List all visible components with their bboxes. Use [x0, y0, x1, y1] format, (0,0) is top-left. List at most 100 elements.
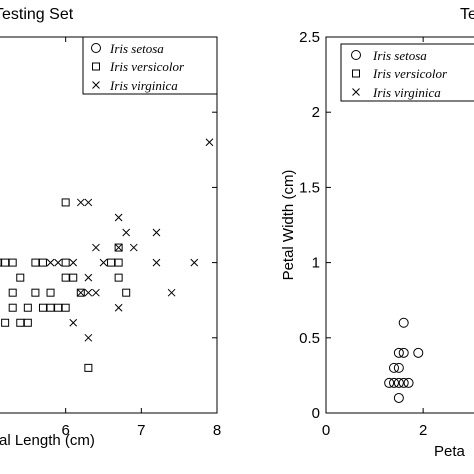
square-marker — [8, 258, 17, 267]
right-scatter-panel: Te 0 2 0 0.5 1 1.5 2 2.5 Iris setosa Iris versi… — [280, 6, 474, 460]
x-marker — [46, 258, 55, 267]
x-marker — [54, 258, 62, 267]
y-tick-label: 2.5 — [299, 29, 320, 46]
circle-marker — [398, 377, 409, 388]
right-axis-ticks: 0 2 0 0.5 1 1.5 2 2.5 — [299, 29, 427, 439]
x-marker — [84, 198, 93, 207]
x-marker — [205, 138, 214, 147]
left-chart-title: Testing Set — [0, 6, 74, 23]
square-marker — [54, 303, 63, 312]
square-marker — [46, 288, 55, 297]
square-marker — [38, 303, 47, 312]
circle-marker — [413, 347, 424, 358]
right-plot-frame — [325, 36, 474, 414]
legend-x-marker — [352, 88, 360, 96]
legend-square-marker — [92, 62, 100, 71]
square-marker — [61, 258, 70, 267]
x-marker — [84, 333, 93, 342]
legend-circle-marker — [351, 50, 361, 60]
square-marker — [61, 303, 70, 312]
x-marker — [114, 303, 123, 312]
square-marker — [84, 363, 93, 372]
left-x-ticks: 6 7 8 — [61, 37, 221, 439]
x-tick-label: 7 — [137, 422, 145, 439]
circle-marker — [398, 317, 409, 328]
x-marker — [152, 258, 161, 267]
x-marker — [84, 273, 93, 282]
x-marker — [76, 198, 85, 207]
legend-circle-marker — [91, 43, 101, 53]
y-tick-label: 1 — [312, 255, 320, 272]
square-marker — [16, 273, 25, 282]
square-marker — [114, 243, 123, 252]
x-marker — [84, 288, 93, 297]
x-marker — [114, 243, 123, 252]
x-marker — [99, 258, 108, 267]
circle-marker — [393, 347, 404, 358]
x-marker — [167, 288, 176, 297]
right-data-marks — [384, 317, 424, 403]
square-marker — [46, 303, 55, 312]
square-marker — [107, 258, 116, 267]
x-marker — [92, 243, 100, 252]
square-marker — [61, 198, 70, 207]
circle-marker — [384, 377, 395, 388]
right-legend-box — [340, 43, 474, 102]
circle-marker — [393, 392, 404, 403]
x-marker — [114, 213, 123, 222]
square-marker — [122, 288, 131, 297]
square-marker — [1, 318, 10, 327]
x-marker — [69, 258, 78, 267]
square-marker — [8, 303, 17, 312]
square-marker — [114, 273, 123, 282]
right-legend-versicolor: Iris versicolor — [372, 66, 448, 81]
x-marker — [190, 258, 199, 267]
y-tick-label: 0.5 — [299, 330, 320, 347]
square-marker — [23, 318, 32, 327]
x-marker — [92, 288, 100, 297]
circle-marker — [389, 377, 399, 388]
square-marker — [61, 273, 70, 282]
square-marker — [1, 258, 10, 267]
left-legend-box — [82, 36, 218, 95]
legend-x-marker — [92, 81, 100, 89]
left-x-axis-label: al Length (cm) — [0, 432, 95, 449]
square-marker — [0, 258, 2, 267]
left-legend-versicolor: Iris versicolor — [109, 59, 185, 74]
right-legend: Iris setosa Iris versicolor Iris virgini… — [340, 43, 474, 102]
right-chart-title: Te — [460, 6, 474, 23]
square-marker — [31, 258, 40, 267]
circle-marker — [403, 377, 414, 388]
square-marker — [16, 318, 25, 327]
right-legend-setosa: Iris setosa — [372, 48, 427, 63]
left-data-marks — [0, 138, 214, 372]
left-scatter-panel: Testing Set 6 7 8 Iris setosa Iris versico… — [0, 6, 221, 449]
x-tick-label: 0 — [322, 422, 330, 439]
y-tick-label: 0 — [312, 405, 320, 422]
x-marker — [152, 228, 161, 237]
legend-square-marker — [352, 69, 360, 78]
x-tick-label: 8 — [213, 422, 221, 439]
right-legend-virginica: Iris virginica — [372, 85, 441, 100]
circle-marker — [393, 377, 404, 388]
square-marker — [8, 288, 17, 297]
square-marker — [38, 258, 47, 267]
square-marker — [23, 303, 32, 312]
x-tick-label: 6 — [61, 422, 69, 439]
circle-marker — [389, 362, 399, 373]
x-tick-label: 2 — [419, 422, 427, 439]
x-marker — [69, 318, 78, 327]
left-legend-setosa: Iris setosa — [109, 41, 164, 56]
left-legend: Iris setosa Iris versicolor Iris virgini… — [82, 36, 218, 95]
left-legend-virginica: Iris virginica — [109, 78, 178, 93]
square-marker — [76, 288, 85, 297]
right-x-axis-label: Peta — [434, 443, 466, 460]
square-marker — [114, 258, 123, 267]
square-marker — [69, 273, 78, 282]
x-marker — [129, 243, 138, 252]
right-y-axis-label: Petal Width (cm) — [280, 170, 297, 281]
x-marker — [122, 228, 131, 237]
x-marker — [76, 288, 85, 297]
y-tick-label: 2 — [312, 104, 320, 121]
